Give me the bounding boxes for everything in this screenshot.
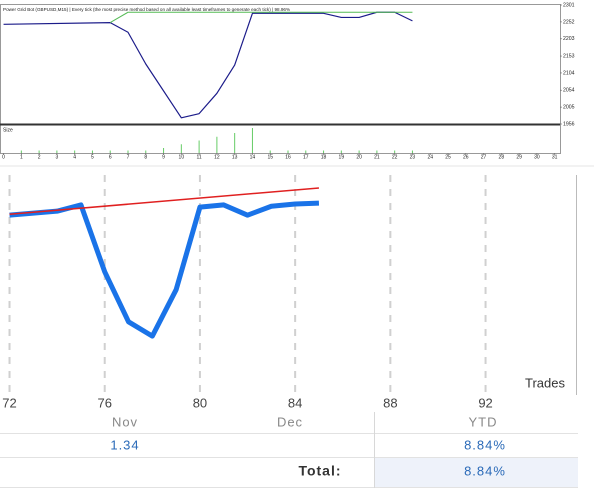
x-tick-label: 1 <box>20 154 23 160</box>
tester-title: Power Grid Bot (GBPUSD,M15) | Every tick… <box>3 7 290 12</box>
x-tick-label: 19 <box>339 154 345 160</box>
x-tick-label: 11 <box>197 154 202 160</box>
x-tick-label: 8 <box>144 154 147 160</box>
x-tick-label: 24 <box>427 154 433 160</box>
size-bar <box>127 150 129 153</box>
x-tick-label: 7 <box>127 154 130 160</box>
size-bar <box>251 128 253 153</box>
x-tick-label: 72 <box>2 395 16 410</box>
total-value: 8.84% <box>464 463 506 478</box>
y-tick-label: 2203 <box>563 36 575 42</box>
size-bar <box>411 150 413 153</box>
x-tick-label: 30 <box>534 154 540 160</box>
total-label: Total: <box>298 463 341 479</box>
size-bar <box>56 150 58 153</box>
x-tick-label: 6 <box>109 154 112 160</box>
x-tick-label: 29 <box>516 154 522 160</box>
x-tick-label: 9 <box>162 154 165 160</box>
nov-value: 1.34 <box>110 437 139 452</box>
x-tick-label: 10 <box>179 154 185 160</box>
size-bar <box>358 150 360 153</box>
y-tick-label: 2054 <box>563 88 575 94</box>
x-axis-label: Trades <box>525 375 565 390</box>
size-bar <box>91 150 93 153</box>
size-bar <box>145 150 147 153</box>
size-bar <box>198 140 200 153</box>
x-tick-label: 3 <box>55 154 58 160</box>
y-tick-label: 2301 <box>563 2 575 8</box>
size-bar <box>269 150 271 153</box>
x-tick-label: 5 <box>91 154 94 160</box>
x-tick-label: 0 <box>2 154 5 160</box>
x-tick-label: 15 <box>267 154 273 160</box>
size-bar <box>340 150 342 153</box>
x-tick-label: 31 <box>552 154 558 160</box>
x-tick-label: 14 <box>250 154 256 160</box>
x-tick-label: 84 <box>288 395 302 410</box>
size-bar <box>20 150 22 153</box>
y-tick-label: 1956 <box>563 121 575 127</box>
size-bar <box>376 150 378 153</box>
x-tick-label: 23 <box>410 154 416 160</box>
x-tick-label: 4 <box>73 154 76 160</box>
size-bar <box>38 150 40 153</box>
y-tick-label: 2252 <box>563 19 575 25</box>
series-line <box>9 187 320 216</box>
x-tick-label: 17 <box>303 154 309 160</box>
x-tick-label: 27 <box>481 154 487 160</box>
size-bar <box>234 133 236 153</box>
size-bar <box>163 148 165 153</box>
x-tick-label: 20 <box>356 154 362 160</box>
x-tick-label: 16 <box>285 154 291 160</box>
x-tick-label: 80 <box>193 395 207 410</box>
y-tick-label: 2153 <box>563 53 575 59</box>
series-line <box>3 11 413 119</box>
ytd-value: 8.84% <box>464 437 506 452</box>
x-tick-label: 12 <box>214 154 220 160</box>
size-bar <box>180 144 182 153</box>
size-label: Size <box>3 127 13 133</box>
x-tick-label: 92 <box>478 395 492 410</box>
size-bar <box>216 136 218 153</box>
x-tick-label: 26 <box>463 154 469 160</box>
x-tick-label: 76 <box>97 395 111 410</box>
total-cell-bg <box>375 458 578 487</box>
x-tick-label: 13 <box>232 154 238 160</box>
x-tick-label: 2 <box>38 154 41 160</box>
x-tick-label: 18 <box>321 154 327 160</box>
size-bar <box>74 150 76 153</box>
series-line <box>9 200 320 339</box>
x-tick-label: 25 <box>445 154 451 160</box>
series-line <box>109 11 413 24</box>
size-bar <box>305 150 307 153</box>
tester-frame <box>0 4 561 154</box>
x-tick-label: 21 <box>374 154 380 160</box>
column-header: YTD <box>469 414 498 429</box>
x-tick-label: 28 <box>499 154 505 160</box>
size-bar <box>323 150 325 153</box>
size-bar <box>287 150 289 153</box>
x-tick-label: 22 <box>392 154 398 160</box>
size-bar <box>109 150 111 153</box>
size-bar <box>394 150 396 153</box>
column-header: Nov <box>112 414 138 429</box>
column-header: Dec <box>277 414 303 429</box>
y-tick-label: 2104 <box>563 70 575 76</box>
x-tick-label: 88 <box>383 395 397 410</box>
y-tick-label: 2005 <box>563 104 575 110</box>
